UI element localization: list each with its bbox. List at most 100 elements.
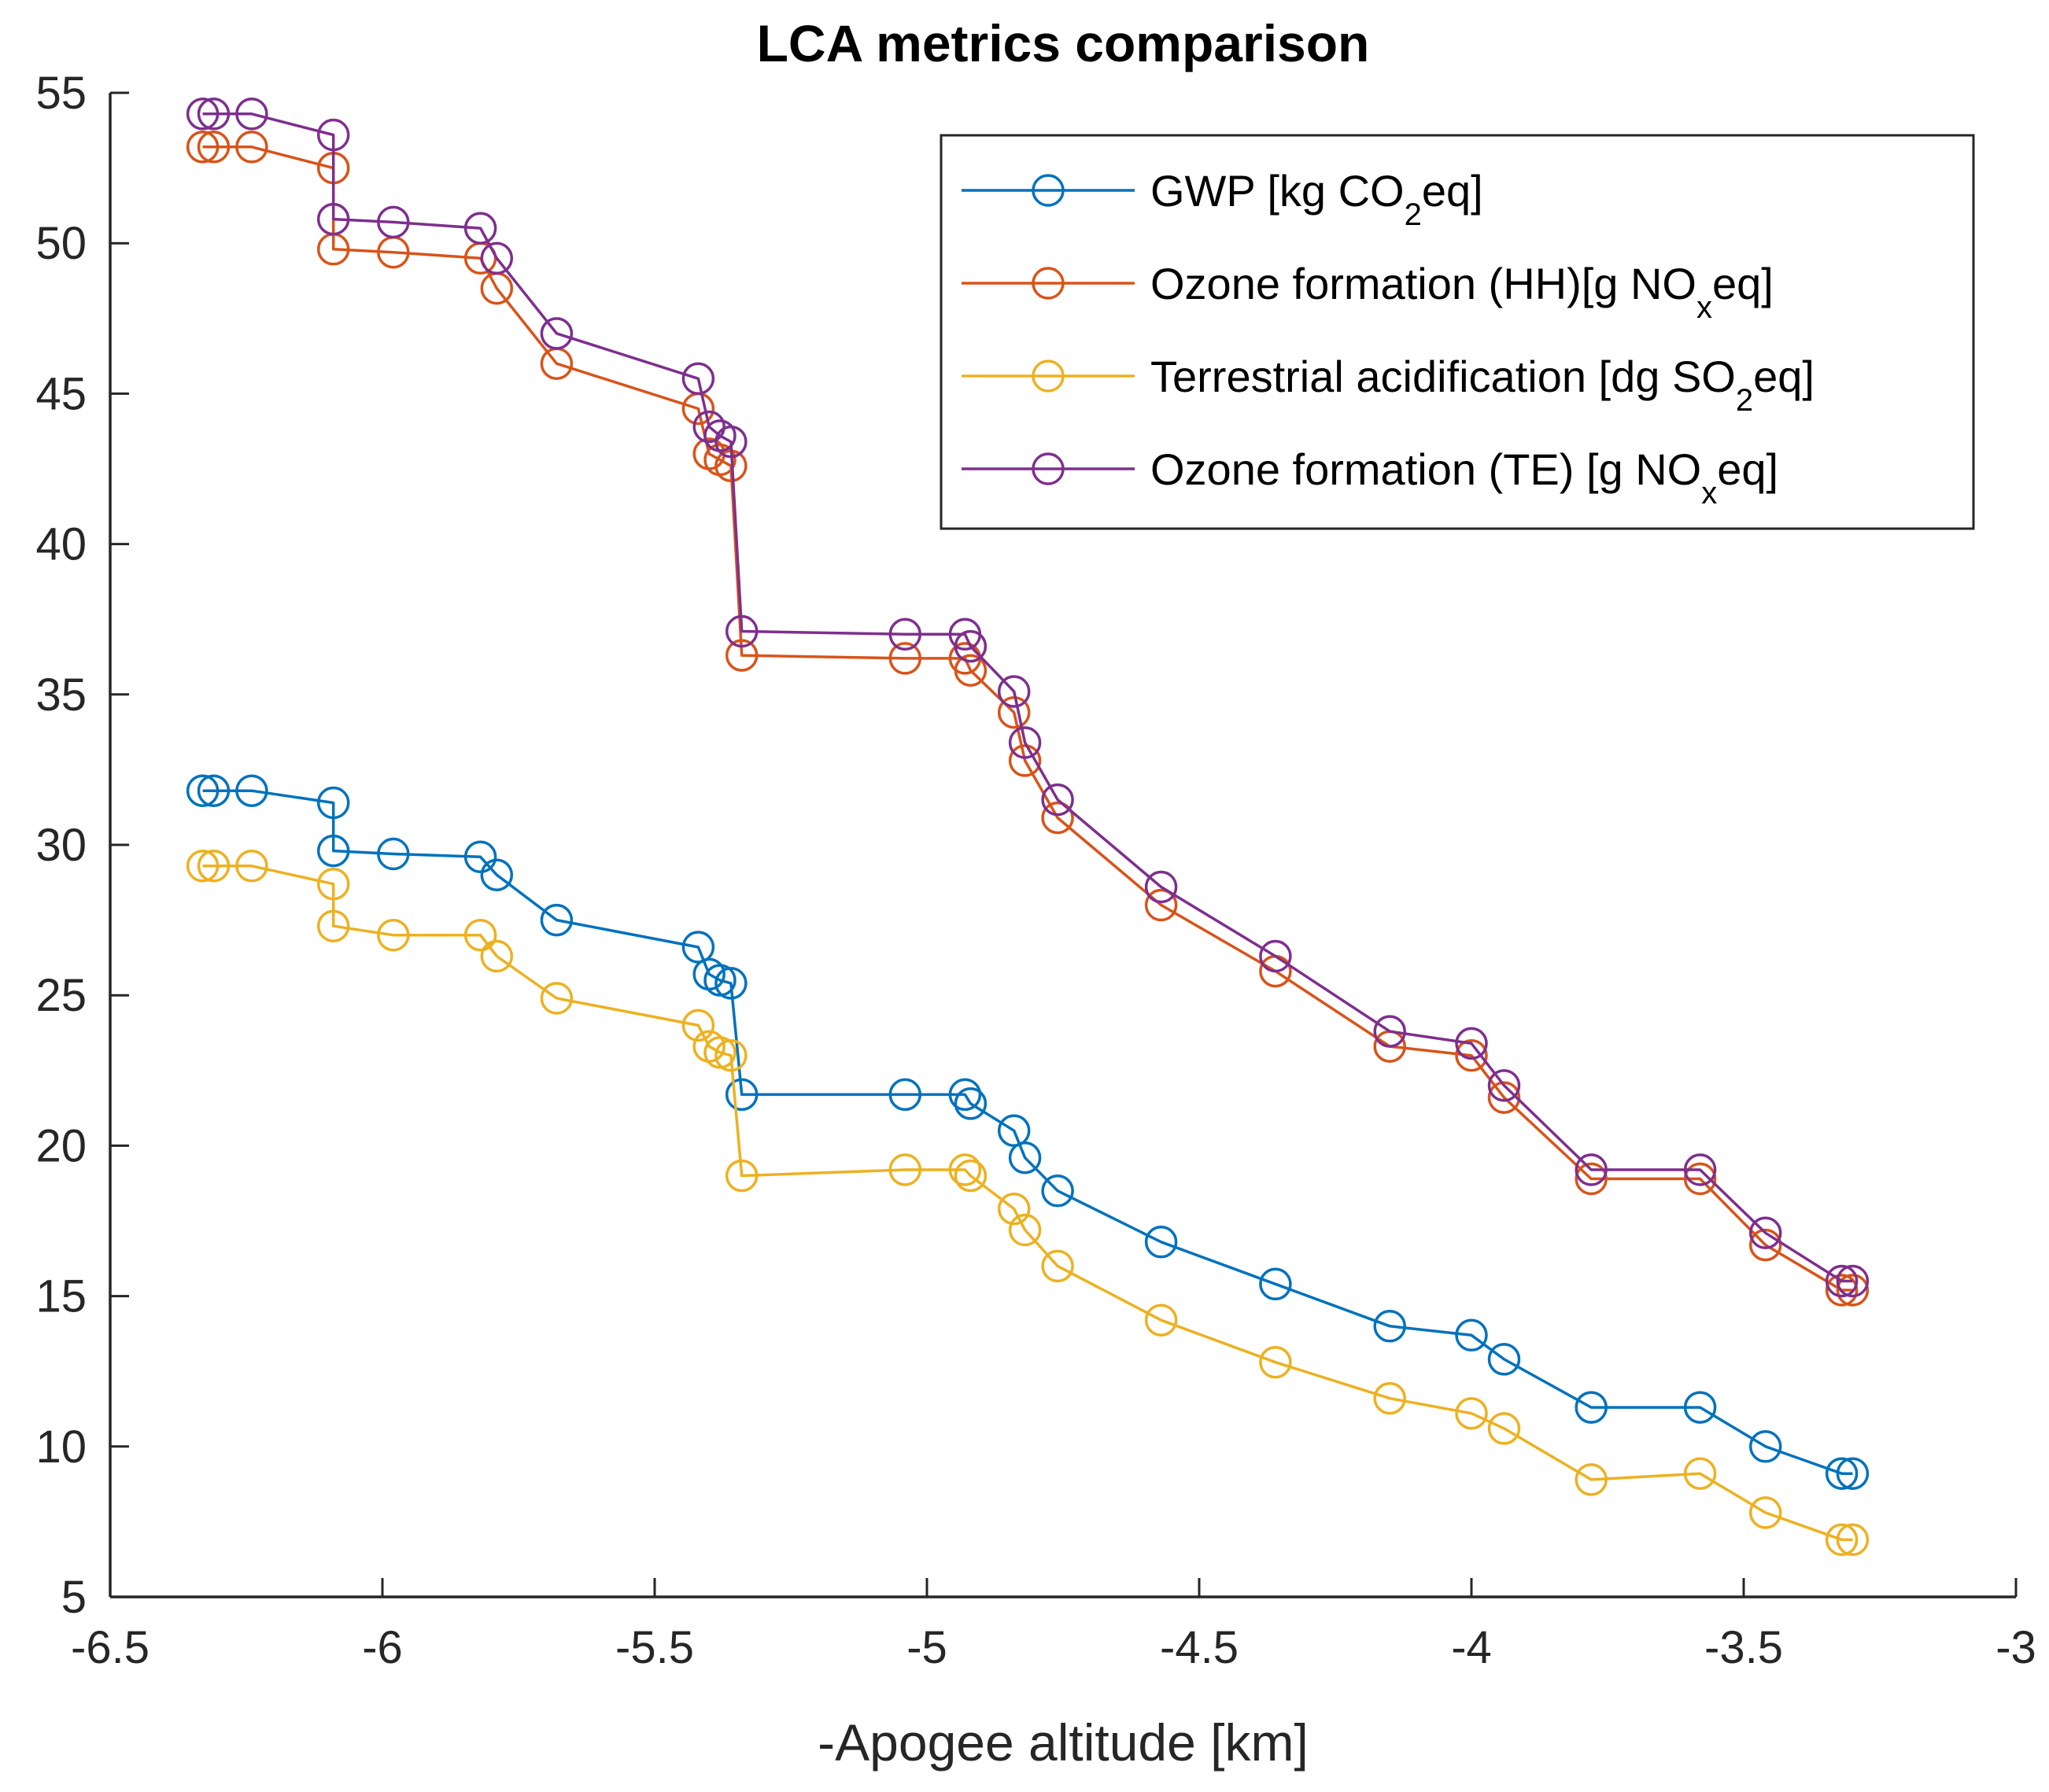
plot-area [186, 98, 1870, 1557]
series-1-point [1144, 1226, 1178, 1259]
series-4-point [463, 212, 497, 245]
series-3-point [480, 939, 514, 973]
series-4-point [1259, 939, 1292, 973]
series-1 [186, 774, 1870, 1490]
series-1-point [1748, 1430, 1782, 1463]
legend-label: GWP [kg CO2eq] [1150, 166, 1483, 232]
legend-entry-1: GWP [kg CO2eq] [962, 166, 1483, 232]
series-3-line [202, 865, 1853, 1542]
series-3-point [316, 867, 350, 901]
x-axis-label: -Apogee altitude [km] [818, 1713, 1309, 1772]
legend-marker [1032, 360, 1065, 393]
series-1-point [1373, 1310, 1406, 1343]
series-1-point [480, 858, 514, 891]
x-tick-label: -4 [1451, 1622, 1492, 1673]
series-2-point [186, 131, 220, 164]
series-3-point [1455, 1396, 1488, 1430]
series-3-point [197, 850, 231, 883]
series-4-point [1683, 1153, 1717, 1186]
series-1-point [1259, 1267, 1292, 1301]
series-4-point [480, 242, 514, 275]
y-tick-label: 45 [35, 368, 87, 419]
y-tick-label: 40 [35, 519, 87, 570]
legend-marker [1032, 174, 1065, 207]
y-tick-label: 5 [61, 1572, 87, 1623]
x-tick-label: -3.5 [1704, 1622, 1783, 1673]
series-1-point [377, 837, 410, 871]
series-1-point [1008, 1141, 1042, 1174]
series-4-point [1836, 1264, 1870, 1298]
series-1-point [948, 1078, 982, 1112]
series-3-point [1259, 1345, 1292, 1379]
x-tick-label: -4.5 [1160, 1622, 1239, 1673]
series-4-point [681, 362, 715, 396]
series-3-point [714, 1038, 748, 1072]
x-tick-label: -5 [906, 1622, 947, 1673]
series-4 [186, 98, 1870, 1298]
series-1-point [463, 840, 497, 874]
series-3-point [725, 1159, 759, 1193]
series-1-point [1487, 1343, 1521, 1376]
axes: -6.5 -6 -5.5 -5 -4.5 -4 -3.5 -3 5 10 15 20 25 30 35 40 4… [35, 68, 2036, 1673]
legend: GWP [kg CO2eq] Ozone formation (HH)[g NOx… [940, 134, 1975, 530]
y-tick-label: 10 [35, 1421, 87, 1473]
series-4-point [954, 629, 988, 663]
series-1-point [954, 1087, 988, 1120]
series-2-point [1487, 1081, 1521, 1114]
legend-label: Ozone formation (TE) [g NOxeq] [1150, 444, 1778, 511]
series-2-point [1041, 801, 1074, 835]
series-4-line [202, 112, 1853, 1283]
y-tick-label: 20 [35, 1120, 87, 1171]
series-4-point [540, 317, 574, 350]
series-3-point [235, 850, 268, 883]
series-3-point [540, 982, 574, 1015]
series-2-point [1008, 744, 1042, 777]
series-2-point [1144, 888, 1178, 922]
series-3-point [1373, 1381, 1406, 1415]
series-4-point [377, 205, 410, 239]
series-4-point [197, 98, 231, 131]
series-3-point [888, 1153, 922, 1186]
series-2-point [888, 642, 922, 675]
series-4-point [1373, 1015, 1406, 1048]
y-tick-label: 50 [35, 218, 87, 269]
x-tick-label: -6.5 [71, 1622, 150, 1673]
series-2 [186, 131, 1870, 1307]
y-tick-label: 25 [35, 970, 87, 1021]
series-1-point [540, 903, 574, 937]
series-3-point [1683, 1457, 1717, 1490]
series-4-point [1008, 726, 1042, 759]
legend-entry-2: Ozone formation (HH)[g NOxeq] [962, 259, 1774, 325]
series-1-point [316, 786, 350, 820]
y-tick-label: 30 [35, 820, 87, 871]
series-3-point [1748, 1496, 1782, 1529]
series-1-point [1836, 1457, 1870, 1490]
series-3-point [681, 1008, 715, 1042]
legend-entry-4: Ozone formation (TE) [g NOxeq] [962, 444, 1778, 511]
series-2-point [1748, 1228, 1782, 1262]
series-2-point [1825, 1274, 1859, 1307]
series-3-point [1041, 1249, 1074, 1283]
series-1-point [714, 967, 748, 1000]
series-2-point [725, 639, 759, 672]
series-1-point [725, 1078, 759, 1112]
series-2-point [197, 131, 231, 164]
x-tick-label: -3 [1995, 1622, 2036, 1673]
series-1-line [202, 789, 1853, 1475]
series-4-point [1825, 1264, 1859, 1298]
series-3-point [997, 1192, 1031, 1226]
series-2-point [1836, 1274, 1870, 1307]
series-1-point [888, 1078, 922, 1112]
series-4-point [888, 618, 922, 651]
series-1-point [1825, 1457, 1859, 1490]
y-tick-label: 55 [35, 68, 87, 119]
legend-entry-3: Terrestrial acidification [dg SO2eq] [962, 352, 1815, 418]
series-1-point [1683, 1391, 1717, 1424]
series-4-point [1041, 783, 1074, 817]
series-2-point [1455, 1038, 1488, 1072]
series-3-point [316, 909, 350, 942]
series-1-point [1041, 1174, 1074, 1208]
series-4-point [692, 410, 725, 444]
series-2-point [1575, 1162, 1608, 1196]
